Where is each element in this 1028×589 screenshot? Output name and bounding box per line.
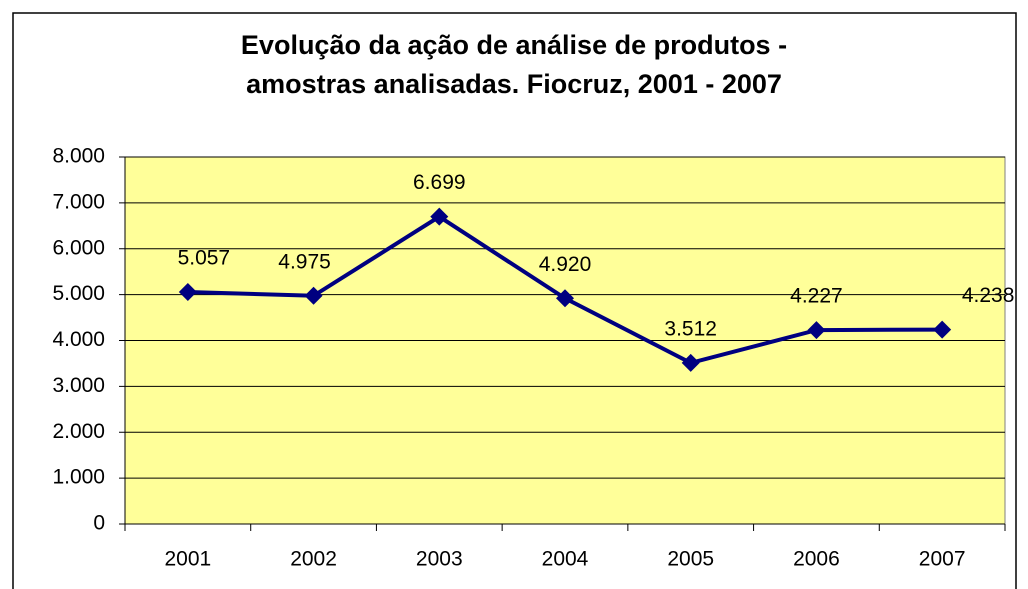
data-marker [556, 289, 574, 308]
data-label: 4.920 [539, 253, 592, 276]
data-marker [178, 283, 197, 302]
x-tick-label: 2004 [542, 548, 589, 571]
data-label: 4.227 [790, 285, 843, 308]
data-label: 4.238 [962, 284, 1015, 307]
x-tick-label: 2006 [793, 548, 840, 571]
x-tick-label: 2001 [164, 548, 211, 571]
y-tick-label: 4.000 [52, 328, 105, 351]
x-tick-label: 2002 [290, 548, 337, 571]
data-marker [933, 320, 952, 339]
data-label: 4.975 [278, 250, 331, 273]
x-tick-label: 2003 [416, 548, 463, 571]
chart-title: amostras analisadas. Fiocruz, 2001 - 200… [246, 69, 782, 99]
y-tick-label: 0 [93, 512, 105, 535]
chart-title: Evolução da ação de análise de produtos … [241, 30, 787, 60]
data-marker [430, 207, 449, 226]
y-tick-label: 3.000 [52, 374, 105, 397]
y-tick-label: 8.000 [52, 145, 105, 168]
y-tick-label: 6.000 [52, 236, 105, 259]
data-marker [304, 286, 323, 305]
x-tick-label: 2005 [667, 548, 714, 571]
y-tick-label: 7.000 [52, 190, 105, 213]
data-label: 3.512 [664, 317, 717, 340]
data-marker [681, 353, 700, 372]
data-label: 6.699 [413, 171, 466, 194]
x-tick-label: 2007 [919, 548, 966, 571]
y-tick-label: 5.000 [52, 282, 105, 305]
y-tick-label: 1.000 [52, 466, 105, 489]
data-marker [807, 321, 826, 340]
data-label: 5.057 [178, 247, 231, 270]
y-tick-label: 2.000 [52, 420, 105, 443]
